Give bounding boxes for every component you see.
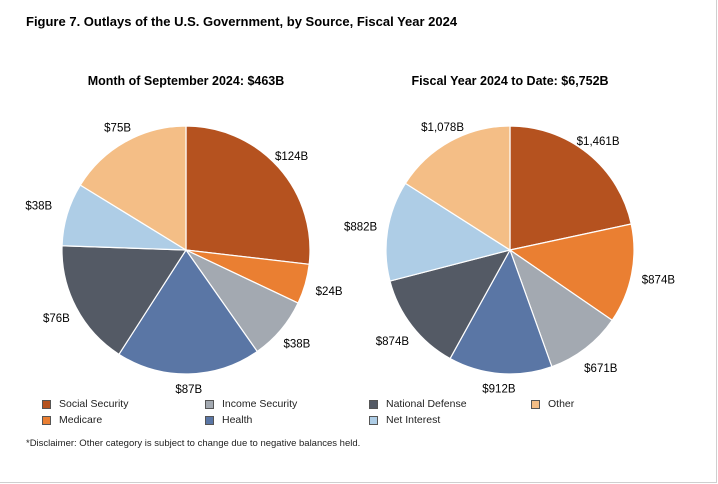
pie-0-slice-health xyxy=(118,248,259,375)
pie-1-slice-health xyxy=(449,248,553,375)
chart-title-september: Month of September 2024: $463B xyxy=(87,74,285,88)
pie-1-slice-medicare xyxy=(508,223,635,322)
pie-0-label-health: $87B xyxy=(175,384,202,396)
pie-1-label-medicare: $874B xyxy=(642,274,676,286)
pie-0-slice-other xyxy=(79,125,187,252)
pie-1-label-national-defense: $874B xyxy=(376,336,410,348)
pie-1-slice-national-defense xyxy=(389,249,512,360)
pie-1-slice-net-interest xyxy=(385,182,512,282)
pie-1-slice-other xyxy=(404,125,511,252)
disclaimer: *Disclaimer: Other category is subject t… xyxy=(26,438,361,449)
pie-1-label-health: $912B xyxy=(482,383,516,395)
pie-0-label-net-interest: $38B xyxy=(25,201,52,213)
figure-title: Figure 7. Outlays of the U.S. Government… xyxy=(26,14,458,29)
pie-0-slice-national-defense xyxy=(61,245,188,356)
pie-0-label-social-security: $124B xyxy=(275,151,309,163)
pie-0-label-income-security: $38B xyxy=(283,339,310,351)
pie-1-slice-income-security xyxy=(508,248,614,368)
pie-0-label-other: $75B xyxy=(104,123,131,135)
pie-1-label-net-interest: $882B xyxy=(344,221,378,233)
pie-1-label-other: $1,078B xyxy=(421,122,464,134)
pie-1-label-social-security: $1,461B xyxy=(577,136,620,148)
pie-0-slice-social-security xyxy=(185,125,311,265)
pie-1-label-income-security: $671B xyxy=(584,363,618,375)
chart-title-fiscal-year: Fiscal Year 2024 to Date: $6,752B xyxy=(411,74,609,88)
pie-0-label-national-defense: $76B xyxy=(43,313,70,325)
pie-1-slice-social-security xyxy=(509,125,632,251)
pie-0-label-medicare: $24B xyxy=(316,286,343,298)
